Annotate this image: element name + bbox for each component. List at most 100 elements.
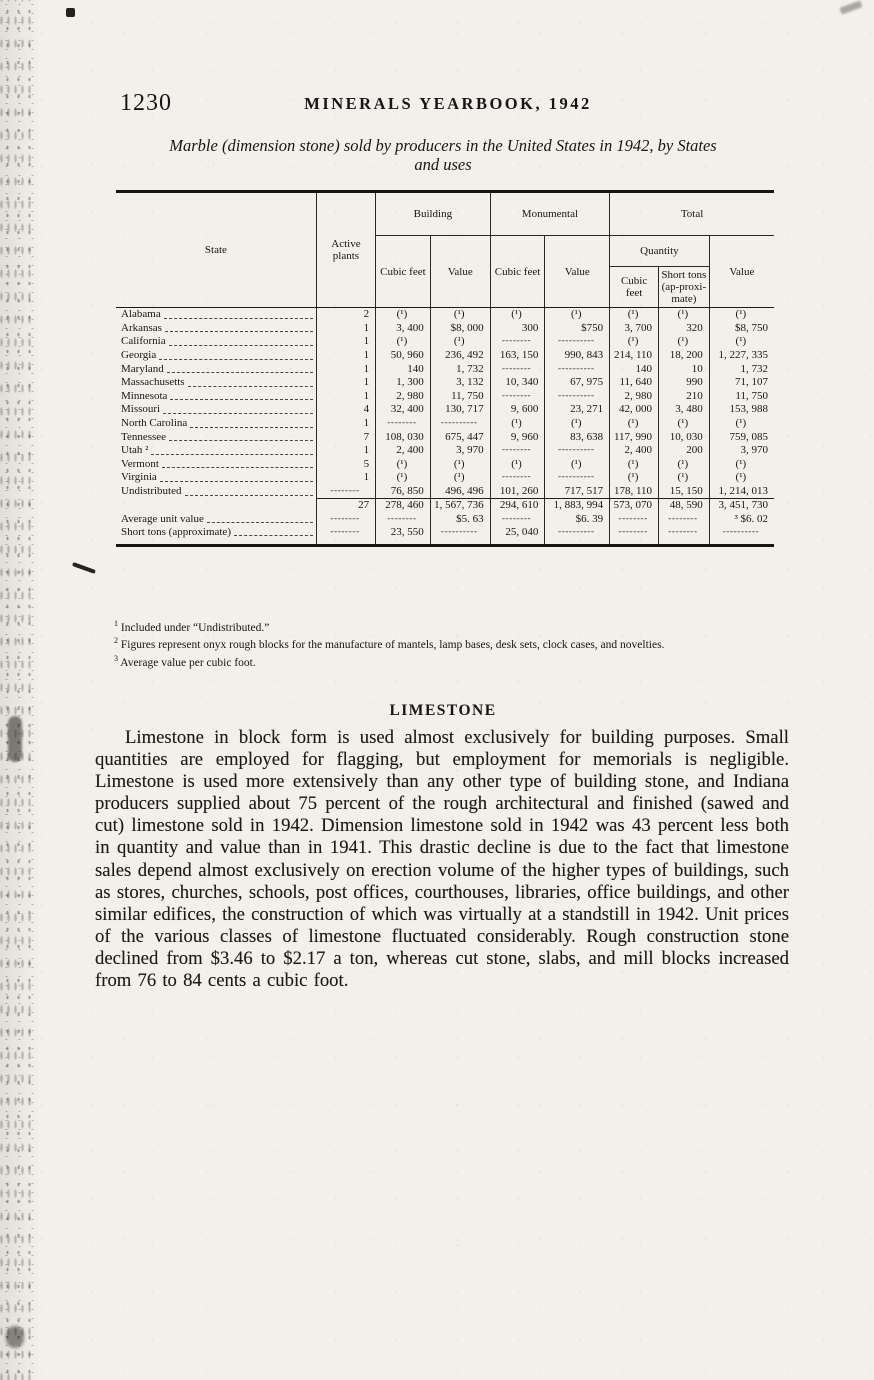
value-cell: 11, 640 xyxy=(609,375,659,390)
value-cell: 9, 960 xyxy=(489,430,545,444)
page-header: 1230 MINERALS YEARBOOK, 1942 xyxy=(120,90,776,120)
value-cell: 990, 843 xyxy=(544,348,610,363)
value-cell: 15, 150 xyxy=(658,484,710,499)
section-heading-limestone: LIMESTONE xyxy=(389,702,497,719)
value-cell: $750 xyxy=(544,321,610,336)
value-cell: 1 xyxy=(315,335,376,349)
value-cell: 25, 040 xyxy=(489,525,545,546)
dotted-leader xyxy=(170,399,313,401)
value-cell: 200 xyxy=(658,443,710,458)
dotted-leader xyxy=(163,412,313,414)
value-cell: (¹) xyxy=(544,416,610,431)
value-cell: 10 xyxy=(658,362,710,376)
col-header-total-cubic-feet: Cubic feet xyxy=(609,266,659,308)
value-cell: -------- xyxy=(658,525,710,546)
dotted-leader xyxy=(159,358,313,360)
value-cell: (¹) xyxy=(544,457,610,472)
dotted-leader xyxy=(206,522,313,524)
scan-artifact xyxy=(66,8,75,17)
value-cell: 3, 970 xyxy=(429,443,491,458)
value-cell: (¹) xyxy=(375,307,431,322)
value-cell: -------- xyxy=(489,443,545,458)
footnote-marker: 3 xyxy=(114,653,118,663)
table-row: 27 278, 460 1, 567, 736 294, 610 1, 883, 994… xyxy=(116,498,774,513)
table-row: Vermont 5 (¹) (¹) (¹) (¹) (¹) (¹) (¹) xyxy=(116,457,774,472)
value-cell: 50, 960 xyxy=(375,348,431,363)
dotted-leader xyxy=(151,453,313,455)
value-cell: -------- xyxy=(489,512,545,526)
dotted-leader xyxy=(233,535,313,537)
dotted-leader xyxy=(187,385,313,387)
value-cell: $6. 39 xyxy=(544,512,610,526)
value-cell: 573, 070 xyxy=(609,498,659,513)
value-cell: -------- xyxy=(315,525,376,546)
state-cell: Utah ² xyxy=(116,444,316,458)
value-cell: -------- xyxy=(609,512,659,526)
value-cell: 1 xyxy=(315,471,376,485)
footnote-marker: 2 xyxy=(114,636,118,646)
table-row: Tennessee 7 108, 030 675, 447 9, 960 83, 638 1… xyxy=(116,430,774,444)
state-cell: Arkansas xyxy=(116,322,316,336)
value-cell: 2, 400 xyxy=(375,443,431,458)
value-cell: 320 xyxy=(658,321,710,336)
col-header-building-value: Value xyxy=(429,235,491,308)
value-cell: -------- xyxy=(375,512,431,526)
state-cell xyxy=(116,499,316,513)
value-cell: 3, 400 xyxy=(375,321,431,336)
value-cell: 23, 550 xyxy=(375,525,431,546)
value-cell: 1 xyxy=(315,375,376,390)
col-group-quantity: Quantity xyxy=(609,235,710,267)
value-cell: -------- xyxy=(375,416,431,431)
value-cell: ---------- xyxy=(544,389,610,404)
value-cell: 117, 990 xyxy=(609,430,659,444)
value-cell: (¹) xyxy=(429,307,491,322)
value-cell: 1 xyxy=(315,443,376,458)
value-cell: -------- xyxy=(658,512,710,526)
footnote-text: Included under “Undistributed.” xyxy=(118,621,270,634)
value-cell: (¹) xyxy=(489,457,545,472)
state-cell: Vermont xyxy=(116,458,316,472)
footnote-marker: 1 xyxy=(114,619,118,628)
table-row: Undistributed -------- 76, 850 496, 496 101,… xyxy=(116,484,774,499)
value-cell: (¹) xyxy=(489,416,545,431)
value-cell: (¹) xyxy=(429,335,491,349)
value-cell: (¹) xyxy=(708,335,774,349)
value-cell: (¹) xyxy=(609,457,659,472)
table-row: Average unit value -------- -------- $5. 63… xyxy=(116,512,774,526)
value-cell: ---------- xyxy=(544,525,610,546)
value-cell: 178, 110 xyxy=(609,484,659,499)
value-cell: 3, 700 xyxy=(609,321,659,336)
value-cell: 210 xyxy=(658,389,710,404)
value-cell: (¹) xyxy=(544,307,610,322)
value-cell: (¹) xyxy=(429,471,491,485)
value-cell: (¹) xyxy=(609,416,659,431)
col-header-short-tons: Short tons (ap-proxi-mate) xyxy=(658,266,710,308)
value-cell: 3, 970 xyxy=(708,443,774,458)
value-cell: 42, 000 xyxy=(609,403,659,417)
value-cell: 1 xyxy=(315,389,376,404)
col-header-monumental-cubic-feet: Cubic feet xyxy=(489,235,545,308)
value-cell: 76, 850 xyxy=(375,484,431,499)
value-cell: (¹) xyxy=(708,457,774,472)
state-cell: California xyxy=(116,335,316,349)
value-cell: ---------- xyxy=(429,525,491,546)
col-header-monumental-value: Value xyxy=(544,235,610,308)
value-cell: 140 xyxy=(375,362,431,376)
value-cell: 101, 260 xyxy=(489,484,545,499)
col-header-building-cubic-feet: Cubic feet xyxy=(375,235,431,308)
dotted-leader xyxy=(166,372,313,374)
state-cell: Virginia xyxy=(116,471,316,485)
value-cell: 278, 460 xyxy=(375,498,431,513)
table-row: Maryland 1 140 1, 732 -------- ---------- 140 1… xyxy=(116,362,774,376)
state-cell: Maryland xyxy=(116,362,316,376)
pen-mark xyxy=(72,562,96,574)
dotted-leader xyxy=(163,317,313,319)
limestone-paragraph: Limestone in block form is used almost e… xyxy=(95,727,789,992)
footnote: 1 Included under “Undistributed.” xyxy=(104,618,794,634)
marble-table-wrap: State Active plants Building Monumental … xyxy=(116,190,774,547)
table-row: Alabama 2 (¹) (¹) (¹) (¹) (¹) (¹) (¹) xyxy=(116,307,774,322)
state-cell: Average unit value xyxy=(116,513,316,526)
state-cell: Short tons (approximate) xyxy=(116,526,316,546)
value-cell: (¹) xyxy=(609,335,659,349)
